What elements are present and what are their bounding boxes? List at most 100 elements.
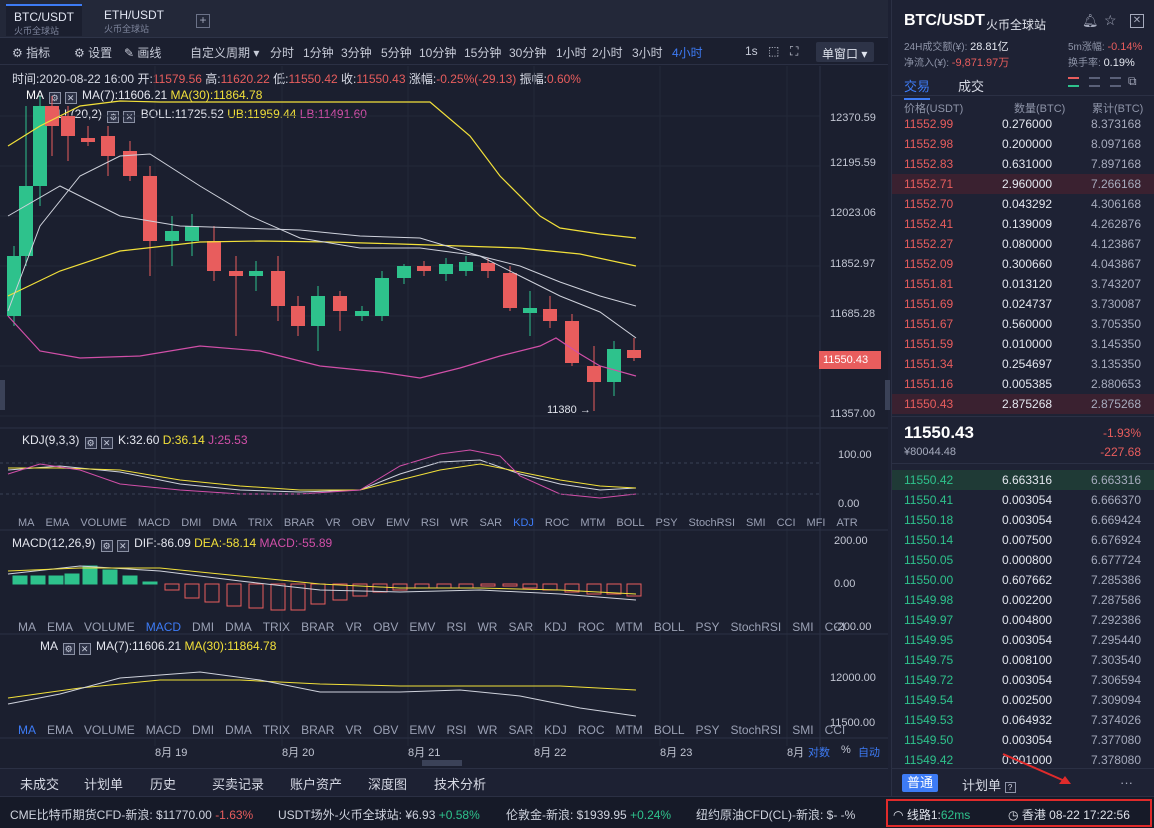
bid-row[interactable]: 11549.50 0.003054 7.377080 — [892, 730, 1154, 750]
indicator-tab-mtm[interactable]: MTM — [615, 723, 643, 737]
second-toggle[interactable]: 1s — [745, 44, 758, 58]
bottom-tab-3[interactable]: 买卖记录 — [212, 777, 265, 792]
panel-collapse-handle[interactable] — [885, 380, 890, 410]
indicator-tab-macd[interactable]: MACD — [137, 517, 171, 529]
bid-row[interactable]: 11549.53 0.064932 7.374026 — [892, 710, 1154, 730]
orderbook-bids-icon[interactable] — [1089, 77, 1100, 87]
indicator-tab-sar[interactable]: SAR — [508, 723, 534, 737]
indicator-tab-dmi[interactable]: DMI — [192, 723, 215, 737]
bottom-tab-5[interactable]: 深度图 — [368, 777, 408, 792]
indicator-tab-vr[interactable]: VR — [345, 620, 363, 634]
ask-row[interactable]: 11551.81 0.013120 3.743207 — [892, 274, 1154, 294]
indicator-tab-kdj[interactable]: KDJ — [544, 620, 567, 634]
indicator-tab-emv[interactable]: EMV — [385, 517, 410, 529]
bid-row[interactable]: 11550.14 0.007500 6.676924 — [892, 530, 1154, 550]
indicator-tab-ema[interactable]: EMA — [47, 620, 74, 634]
indicator-tab-stochrsi[interactable]: StochRSI — [730, 723, 782, 737]
period-1[interactable]: 1分钟 — [303, 46, 334, 60]
indicator-tab-mtm[interactable]: MTM — [580, 517, 606, 529]
window-mode-select[interactable]: 单窗口 ▾ — [816, 42, 874, 62]
indicator-tab-ma[interactable]: MA — [18, 620, 36, 634]
ticker-item[interactable]: USDT场外-火币全球站: ¥6.93 +0.58% — [278, 806, 480, 823]
indicator-tab-vr[interactable]: VR — [325, 517, 341, 529]
ask-row[interactable]: 11551.16 0.005385 2.880653 — [892, 374, 1154, 394]
settings-icon[interactable]: ⚙ — [62, 643, 75, 655]
indicator-tab-ema[interactable]: EMA — [45, 517, 70, 529]
indicator-tab-ema[interactable]: EMA — [47, 723, 74, 737]
indicator-tab-mtm[interactable]: MTM — [615, 620, 643, 634]
settings-button[interactable]: ⚙ 设置 — [74, 44, 112, 61]
settings-icon[interactable]: ⚙ — [84, 437, 97, 449]
ask-row[interactable]: 11552.99 0.276000 8.373168 — [892, 114, 1154, 134]
indicator-tab-macd[interactable]: MACD — [145, 723, 182, 737]
indicator-tab-obv[interactable]: OBV — [373, 620, 399, 634]
indicator-tab-volume[interactable]: VOLUME — [80, 517, 127, 529]
indicator-tab-trix[interactable]: TRIX — [262, 723, 291, 737]
draw-button[interactable]: ✎ 画线 — [124, 44, 161, 61]
close-icon[interactable]: ✕ — [123, 111, 136, 123]
indicator-tab-rsi[interactable]: RSI — [446, 620, 467, 634]
settings-icon[interactable]: ⚙ — [100, 540, 113, 552]
auto-scale-toggle[interactable]: 自动 — [858, 747, 880, 759]
indicator-tab-smi[interactable]: SMI — [792, 620, 814, 634]
indicator-tab-stochrsi[interactable]: StochRSI — [688, 517, 736, 529]
bid-row[interactable]: 11550.41 0.003054 6.666370 — [892, 490, 1154, 510]
indicator-tab-roc[interactable]: ROC — [577, 620, 605, 634]
bid-row[interactable]: 11550.00 0.607662 7.285386 — [892, 570, 1154, 590]
close-icon[interactable]: ✕ — [116, 540, 129, 552]
indicator-tab-psy[interactable]: PSY — [695, 620, 720, 634]
indicator-tab-obv[interactable]: OBV — [373, 723, 399, 737]
indicator-tab-brar[interactable]: BRAR — [283, 517, 315, 529]
tab-trade[interactable]: 交易 — [904, 76, 931, 100]
period-10[interactable]: 4小时 — [672, 46, 703, 60]
ask-row[interactable]: 11552.71 2.960000 7.266168 — [892, 174, 1154, 194]
ticker-item[interactable]: 纽约原油CFD(CL)-新浪: $- -% — [696, 806, 855, 823]
indicator-tab-trix[interactable]: TRIX — [262, 620, 291, 634]
indicator-tab-roc[interactable]: ROC — [544, 517, 570, 529]
tab-deals[interactable]: 成交 — [958, 79, 985, 94]
bottom-tab-6[interactable]: 技术分析 — [434, 777, 487, 792]
bid-row[interactable]: 11550.42 6.663316 6.663316 — [892, 470, 1154, 490]
period-9[interactable]: 3小时 — [632, 46, 663, 60]
indicator-tab-dmi[interactable]: DMI — [181, 517, 202, 529]
indicator-tab-cci[interactable]: CCI — [824, 620, 846, 634]
bid-row[interactable]: 11549.54 0.002500 7.309094 — [892, 690, 1154, 710]
ask-row[interactable]: 11552.70 0.043292 4.306168 — [892, 194, 1154, 214]
ask-row[interactable]: 11551.59 0.010000 3.145350 — [892, 334, 1154, 354]
indicator-tab-rsi[interactable]: RSI — [420, 517, 440, 529]
indicator-tab-sar[interactable]: SAR — [508, 620, 534, 634]
period-6[interactable]: 30分钟 — [509, 46, 547, 60]
indicator-tab-dma[interactable]: DMA — [225, 620, 252, 634]
percent-toggle[interactable]: % — [841, 744, 851, 756]
ask-row[interactable]: 11551.67 0.560000 3.705350 — [892, 314, 1154, 334]
ask-row[interactable]: 11552.09 0.300660 4.043867 — [892, 254, 1154, 274]
settings-icon[interactable]: ⚙ — [107, 111, 120, 123]
period-7[interactable]: 1小时 — [556, 46, 587, 60]
log-scale-toggle[interactable]: 对数 — [808, 747, 830, 759]
orderbook-asks-icon[interactable] — [1110, 77, 1121, 87]
indicator-tab-wr[interactable]: WR — [477, 723, 498, 737]
indicator-tab-kdj[interactable]: KDJ — [513, 517, 534, 529]
bottom-tab-1[interactable]: 计划单 — [84, 777, 124, 792]
indicator-tab-volume[interactable]: VOLUME — [84, 620, 135, 634]
indicator-tab-smi[interactable]: SMI — [792, 723, 814, 737]
connection-status[interactable]: ◠ 线路1:62ms — [893, 806, 970, 823]
period-5[interactable]: 15分钟 — [464, 46, 502, 60]
indicator-tab-ma[interactable]: MA — [18, 517, 35, 529]
period-8[interactable]: 2小时 — [592, 46, 623, 60]
ask-row[interactable]: 11552.27 0.080000 4.123867 — [892, 234, 1154, 254]
tab-btc-usdt[interactable]: BTC/USDT 火币全球站 — [6, 4, 82, 36]
indicator-tab-smi[interactable]: SMI — [746, 517, 766, 529]
order-normal-tab[interactable]: 普通 — [902, 774, 938, 792]
bottom-tab-2[interactable]: 历史 — [150, 777, 177, 792]
add-tab-button[interactable]: + — [196, 14, 210, 28]
indicator-tab-rsi[interactable]: RSI — [446, 723, 467, 737]
ask-row[interactable]: 11552.83 0.631000 7.897168 — [892, 154, 1154, 174]
candlestick-chart[interactable] — [0, 66, 888, 766]
indicator-tab-dma[interactable]: DMA — [212, 517, 237, 529]
indicator-tab-boll[interactable]: BOLL — [653, 723, 685, 737]
indicators-button[interactable]: ⚙ 指标 — [12, 44, 50, 61]
bottom-collapse-handle[interactable] — [422, 760, 462, 766]
indicator-tab-boll[interactable]: BOLL — [616, 517, 645, 529]
order-plan-tab[interactable]: 计划单 ? — [962, 775, 1016, 794]
